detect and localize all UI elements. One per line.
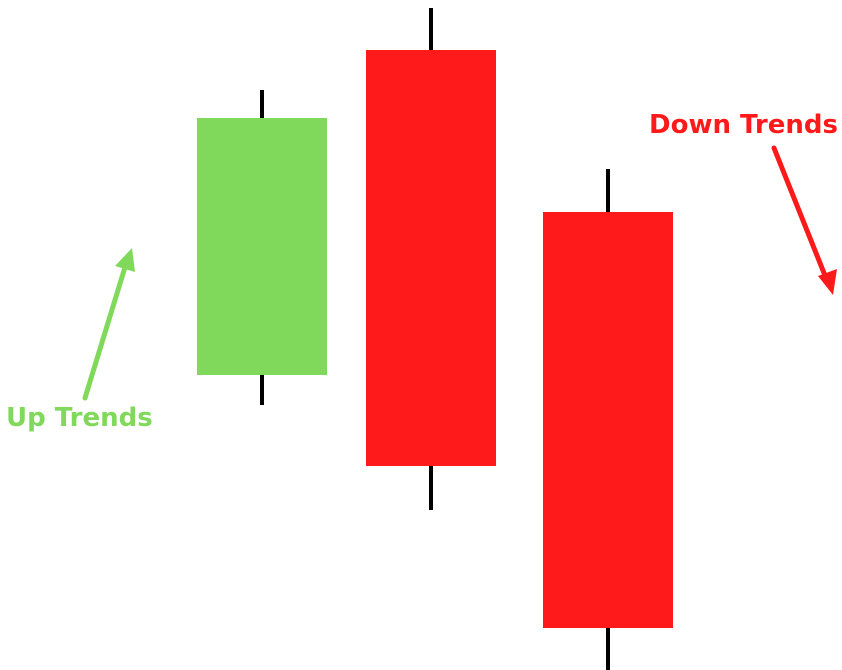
- candles: [197, 8, 673, 670]
- down-trend-arrow-shaft: [771, 145, 829, 281]
- candle-1-body: [197, 118, 327, 375]
- candle-3-down: [543, 169, 673, 670]
- up-trends-annotation: Up Trends: [6, 248, 153, 433]
- down-trends-annotation: Down Trends: [649, 110, 838, 295]
- candle-2-body: [366, 50, 496, 466]
- candle-3-body: [543, 212, 673, 628]
- up-trend-arrow-shaft: [82, 261, 129, 401]
- down-trend-arrow-head: [818, 269, 837, 295]
- up-trends-label: Up Trends: [6, 403, 153, 433]
- down-trends-label: Down Trends: [649, 110, 838, 140]
- candle-1-up: [197, 90, 327, 405]
- up-trend-arrow-head: [115, 248, 135, 272]
- candle-2-down: [366, 8, 496, 510]
